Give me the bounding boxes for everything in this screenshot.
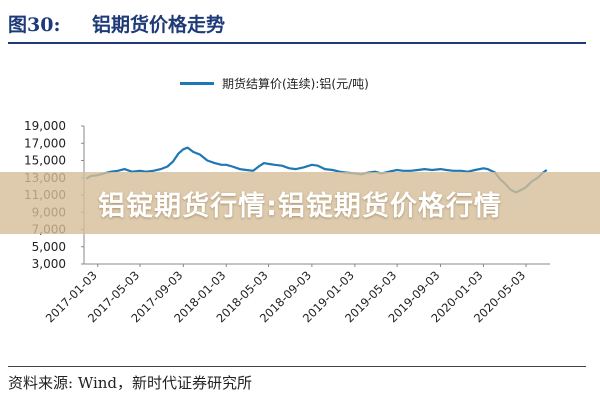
overlay-banner: 铝锭期货行情:铝锭期货价格行情 [0, 172, 600, 234]
figure-caption: 铝期货价格走势 [92, 14, 226, 36]
chart-legend: 期货结算价(连续):铝(元/吨) [180, 74, 369, 92]
figure-title: 图30: 铝期货价格走势 [8, 10, 225, 38]
series-line-aluminum-settlement-price [85, 146, 548, 194]
legend-swatch [180, 81, 214, 85]
y-tick-label: 15,000 [24, 154, 66, 168]
y-tick-label: 19,000 [24, 119, 66, 133]
source-note: 资料来源: Wind，新时代证券研究所 [8, 374, 253, 392]
y-tick-label: 17,000 [24, 136, 66, 150]
banner-text: 铝锭期货行情:铝锭期货价格行情 [98, 190, 502, 222]
figure-number: 图30: [8, 14, 61, 36]
legend-label: 期货结算价(连续):铝(元/吨) [222, 76, 369, 91]
title-divider [8, 42, 586, 44]
source-divider [8, 366, 586, 367]
y-tick-label: 5,000 [32, 240, 66, 254]
y-tick-label: 3,000 [32, 257, 66, 271]
